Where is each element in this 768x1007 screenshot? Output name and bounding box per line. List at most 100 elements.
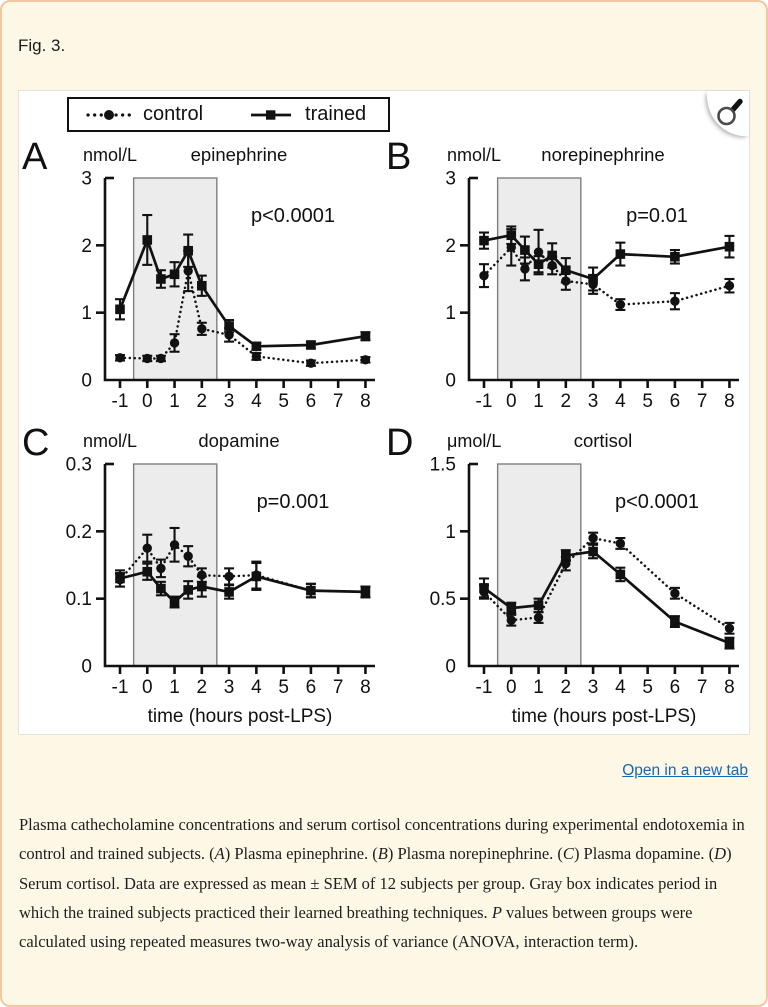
control-point xyxy=(156,353,166,364)
trained-point xyxy=(142,566,153,577)
control-line xyxy=(118,270,367,365)
trained-point xyxy=(306,585,316,596)
x-tick-label: 7 xyxy=(333,677,344,698)
trained-point xyxy=(169,597,180,607)
x-tick-label: 5 xyxy=(642,391,653,412)
y-tick-label: 1 xyxy=(445,303,456,324)
y-unit-label: nmol/L xyxy=(83,145,137,165)
trained-point xyxy=(506,230,517,241)
x-tick-label: 6 xyxy=(670,391,681,412)
x-tick-label: 4 xyxy=(251,677,262,698)
control-point xyxy=(520,264,530,274)
trained-point xyxy=(547,250,557,261)
x-tick-label: 0 xyxy=(506,677,517,698)
control-point xyxy=(156,563,166,574)
trained-series xyxy=(479,225,735,292)
open-in-new-tab-link[interactable]: Open in a new tab xyxy=(622,762,748,779)
legend-item-control: control xyxy=(85,103,203,126)
trained-point xyxy=(533,259,544,269)
y-unit-label: nmol/L xyxy=(83,431,137,451)
control-point xyxy=(615,538,626,549)
control-point xyxy=(670,588,680,598)
y-tick-label: 1.5 xyxy=(430,455,456,476)
trained-point xyxy=(479,235,489,246)
control-point xyxy=(615,299,626,310)
control-point xyxy=(251,351,262,362)
caption-segment: values between groups were calculated us… xyxy=(19,903,693,952)
y-unit-label: μmol/L xyxy=(447,431,501,451)
control-point xyxy=(724,623,735,633)
control-point xyxy=(670,296,680,306)
trained-point xyxy=(251,571,262,582)
control-point xyxy=(533,247,544,257)
panel-title: norepinephrine xyxy=(541,144,664,165)
p-value-label: p<0.0001 xyxy=(615,491,699,513)
x-tick-label: -1 xyxy=(112,391,129,412)
panel-letter: C xyxy=(22,422,49,464)
legend-item-trained: trained xyxy=(247,103,366,126)
x-tick-label: -1 xyxy=(476,391,493,412)
trained-point xyxy=(670,251,680,262)
x-tick-label: 7 xyxy=(697,677,708,698)
control-point xyxy=(224,571,234,582)
x-tick-label: 3 xyxy=(588,677,599,698)
figure-caption: Plasma cathecholamine concentrations and… xyxy=(19,810,748,957)
x-tick-label: 1 xyxy=(169,391,180,412)
p-value-label: p=0.001 xyxy=(257,491,330,513)
caption-segment: ) Serum cortisol. Data are expressed as … xyxy=(19,844,732,923)
x-tick-label: 8 xyxy=(360,391,371,412)
trained-series xyxy=(479,543,735,650)
x-tick-label: 4 xyxy=(615,677,626,698)
trained-point xyxy=(197,280,207,291)
y-tick-label: 0.1 xyxy=(66,589,92,610)
caption-segment: D xyxy=(714,844,727,864)
y-unit-label: nmol/L xyxy=(447,145,501,165)
trained-point xyxy=(142,235,153,245)
magnifier-icon xyxy=(717,98,743,126)
x-tick-label: 8 xyxy=(724,391,735,412)
y-tick-label: 0 xyxy=(81,371,92,392)
x-tick-label: -1 xyxy=(476,677,493,698)
x-tick-label: 6 xyxy=(306,391,317,412)
trained-line xyxy=(119,570,366,604)
trained-line xyxy=(483,233,730,281)
trained-point xyxy=(615,569,626,580)
x-tick-label: 7 xyxy=(697,391,708,412)
control-point xyxy=(183,266,193,276)
y-tick-label: 0.3 xyxy=(66,455,92,476)
figure-label: Fig. 3. xyxy=(18,36,66,55)
caption-segment: B xyxy=(377,844,388,864)
control-point xyxy=(115,353,125,363)
y-tick-label: 1 xyxy=(81,303,92,324)
trained-line xyxy=(118,236,366,348)
control-point xyxy=(506,615,516,625)
x-tick-label: 4 xyxy=(615,391,626,412)
y-tick-label: 3 xyxy=(445,169,456,190)
x-tick-label: 0 xyxy=(142,391,153,412)
x-tick-label: 1 xyxy=(533,391,544,412)
x-tick-label: 8 xyxy=(724,677,735,698)
x-tick-label: 1 xyxy=(169,677,180,698)
trained-series xyxy=(115,561,371,609)
x-tick-label: 4 xyxy=(251,391,262,412)
trained-point xyxy=(533,600,544,611)
zoom-figure-button[interactable] xyxy=(707,91,749,136)
trained-point xyxy=(183,245,193,256)
trained-marker-icon xyxy=(251,109,292,120)
x-axis-label: time (hours post-LPS) xyxy=(512,706,697,727)
trained-point xyxy=(724,638,735,648)
trained-point xyxy=(360,331,371,342)
control-point xyxy=(306,358,316,368)
caption-segment: Plasma cathecholamine concentrations and… xyxy=(19,815,745,864)
panel-title: epinephrine xyxy=(191,144,288,165)
x-tick-label: 3 xyxy=(224,677,235,698)
control-line xyxy=(118,542,367,594)
trained-point xyxy=(506,603,517,613)
y-tick-label: 3 xyxy=(81,169,92,190)
trained-point xyxy=(197,581,207,592)
